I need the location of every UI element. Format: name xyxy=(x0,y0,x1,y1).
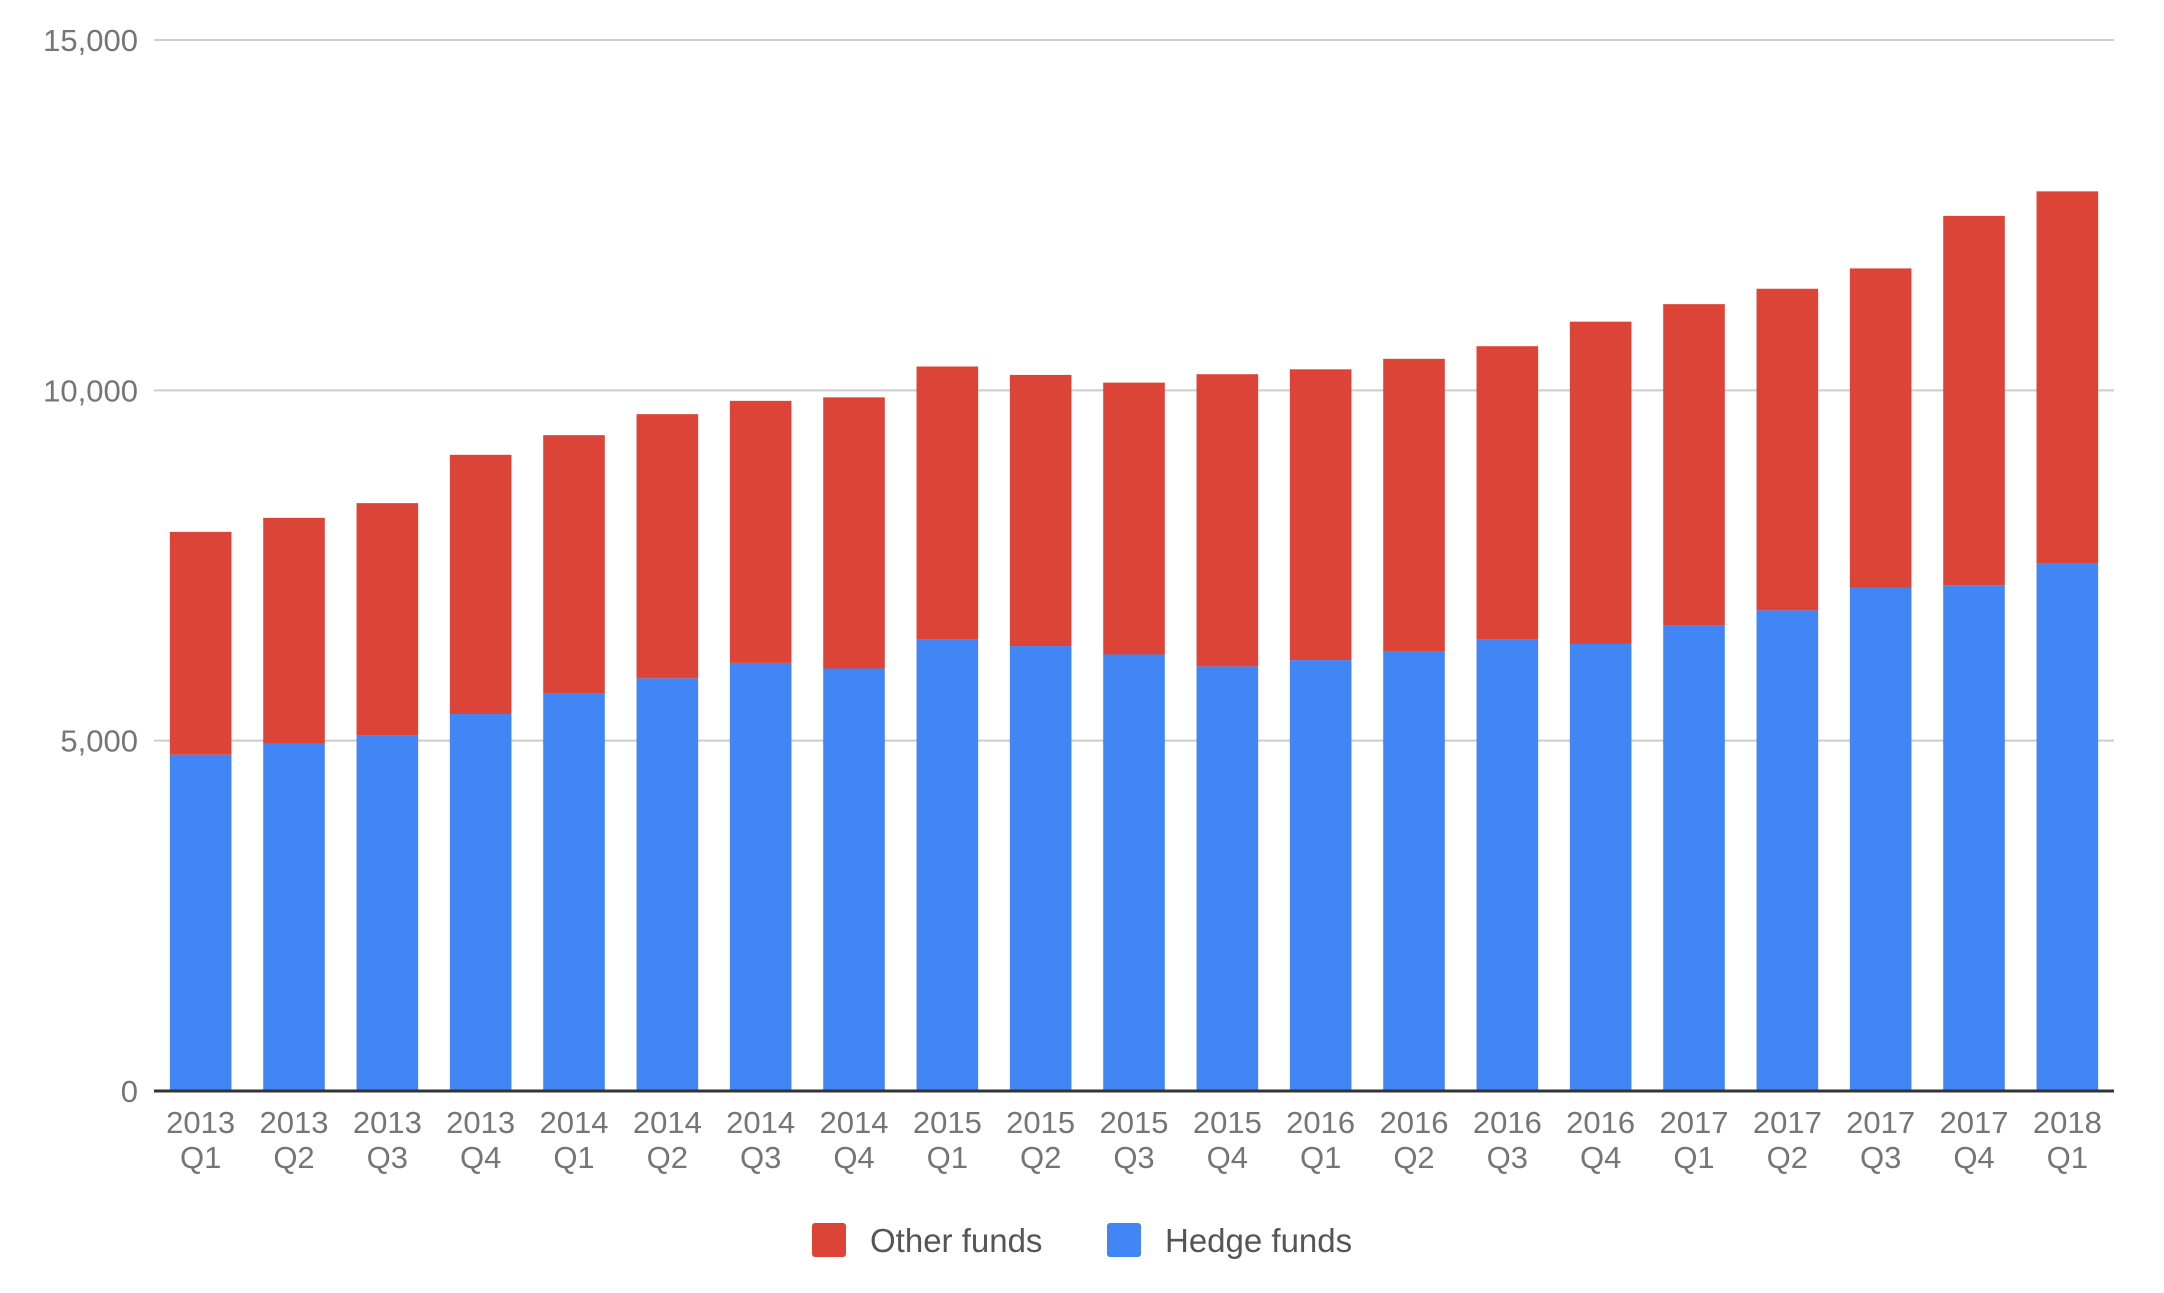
y-tick-label: 0 xyxy=(121,1074,138,1109)
x-tick-label-quarter: Q4 xyxy=(833,1140,874,1175)
bar-other-funds xyxy=(823,397,885,669)
legend-swatch-other-funds xyxy=(812,1223,846,1257)
bar-hedge-funds xyxy=(449,714,512,1091)
x-tick-label-quarter: Q4 xyxy=(1953,1140,1994,1175)
x-tick-label-quarter: Q4 xyxy=(460,1140,501,1175)
x-tick-label-quarter: Q3 xyxy=(1113,1140,1154,1175)
bar-hedge-funds xyxy=(263,743,325,1091)
bar-other-funds xyxy=(1476,346,1539,640)
bar-other-funds xyxy=(356,503,419,736)
legend-label-hedge-funds: Hedge funds xyxy=(1165,1222,1352,1259)
x-tick-label-quarter: Q2 xyxy=(1020,1140,1061,1175)
bar-other-funds xyxy=(729,400,792,663)
x-tick-label-year: 2018 xyxy=(2033,1105,2102,1140)
x-tick-label-year: 2013 xyxy=(260,1105,329,1140)
bar-other-funds xyxy=(916,366,979,640)
x-tick-label-year: 2014 xyxy=(633,1105,702,1140)
x-tick-label-quarter: Q2 xyxy=(1393,1140,1434,1175)
x-tick-label-year: 2013 xyxy=(353,1105,422,1140)
bar-hedge-funds xyxy=(1383,650,1445,1091)
bar-hedge-funds xyxy=(169,754,232,1091)
x-tick-label-quarter: Q3 xyxy=(740,1140,781,1175)
bar-other-funds xyxy=(1196,374,1259,667)
x-tick-label-year: 2016 xyxy=(1286,1105,1355,1140)
bar-other-funds xyxy=(169,531,232,755)
bar-other-funds xyxy=(1849,268,1912,588)
bar-hedge-funds xyxy=(2036,563,2099,1091)
x-tick-label-year: 2014 xyxy=(540,1105,609,1140)
y-tick-label: 5,000 xyxy=(60,724,138,759)
x-tick-label-quarter: Q1 xyxy=(927,1140,968,1175)
bar-hedge-funds xyxy=(1849,587,1912,1091)
x-tick-label-quarter: Q1 xyxy=(1300,1140,1341,1175)
x-tick-label-year: 2017 xyxy=(1753,1105,1822,1140)
legend-label-other-funds: Other funds xyxy=(870,1222,1042,1259)
bar-other-funds xyxy=(1756,288,1819,611)
bar-hedge-funds xyxy=(1476,639,1539,1091)
bar-other-funds xyxy=(263,517,325,744)
bar-other-funds xyxy=(2036,191,2099,564)
bar-hedge-funds xyxy=(1663,625,1725,1091)
x-tick-label-quarter: Q2 xyxy=(647,1140,688,1175)
bar-hedge-funds xyxy=(1009,646,1072,1091)
x-tick-label-year: 2017 xyxy=(1846,1105,1915,1140)
x-tick-label-year: 2014 xyxy=(726,1105,795,1140)
bar-hedge-funds xyxy=(1569,643,1632,1091)
bar-hedge-funds xyxy=(1289,660,1352,1091)
bar-hedge-funds xyxy=(729,662,792,1091)
bar-other-funds xyxy=(1289,369,1352,661)
bar-other-funds xyxy=(1943,215,2005,586)
bar-hedge-funds xyxy=(916,639,979,1091)
x-tick-label-quarter: Q3 xyxy=(1860,1140,1901,1175)
bar-other-funds xyxy=(636,414,699,679)
bar-hedge-funds xyxy=(1943,585,2005,1091)
x-tick-label-quarter: Q1 xyxy=(553,1140,594,1175)
legend-swatch-hedge-funds xyxy=(1107,1223,1141,1257)
bar-other-funds xyxy=(1103,382,1165,655)
x-tick-label-year: 2015 xyxy=(1006,1105,1075,1140)
bar-hedge-funds xyxy=(356,735,419,1091)
x-tick-label-quarter: Q3 xyxy=(1487,1140,1528,1175)
bar-hedge-funds xyxy=(543,693,605,1091)
x-tick-label-year: 2015 xyxy=(1100,1105,1169,1140)
bar-hedge-funds xyxy=(823,668,885,1091)
x-tick-label-year: 2016 xyxy=(1473,1105,1542,1140)
bar-hedge-funds xyxy=(1103,654,1165,1091)
x-tick-label-year: 2017 xyxy=(1940,1105,2009,1140)
x-tick-label-quarter: Q1 xyxy=(1673,1140,1714,1175)
y-tick-label: 10,000 xyxy=(43,373,138,408)
x-tick-label-year: 2013 xyxy=(446,1105,515,1140)
x-tick-label-quarter: Q4 xyxy=(1580,1140,1621,1175)
x-tick-label-quarter: Q2 xyxy=(273,1140,314,1175)
x-tick-label-year: 2015 xyxy=(913,1105,982,1140)
bar-other-funds xyxy=(1383,358,1445,651)
bar-other-funds xyxy=(449,454,512,715)
x-tick-label-year: 2017 xyxy=(1660,1105,1729,1140)
bar-other-funds xyxy=(1569,321,1632,644)
y-tick-label: 15,000 xyxy=(43,23,138,58)
bar-hedge-funds xyxy=(636,678,699,1091)
x-tick-label-quarter: Q2 xyxy=(1767,1140,1808,1175)
x-tick-label-quarter: Q3 xyxy=(367,1140,408,1175)
x-tick-label-year: 2014 xyxy=(820,1105,889,1140)
x-tick-label-year: 2016 xyxy=(1380,1105,1449,1140)
bar-hedge-funds xyxy=(1196,666,1259,1091)
x-tick-label-quarter: Q1 xyxy=(180,1140,221,1175)
bar-other-funds xyxy=(543,435,605,694)
x-tick-label-quarter: Q4 xyxy=(1207,1140,1248,1175)
bar-hedge-funds xyxy=(1756,610,1819,1091)
x-tick-label-year: 2013 xyxy=(166,1105,235,1140)
x-tick-label-quarter: Q1 xyxy=(2047,1140,2088,1175)
x-tick-label-year: 2016 xyxy=(1566,1105,1635,1140)
bar-other-funds xyxy=(1009,374,1072,647)
bar-other-funds xyxy=(1663,304,1725,626)
x-tick-label-year: 2015 xyxy=(1193,1105,1262,1140)
